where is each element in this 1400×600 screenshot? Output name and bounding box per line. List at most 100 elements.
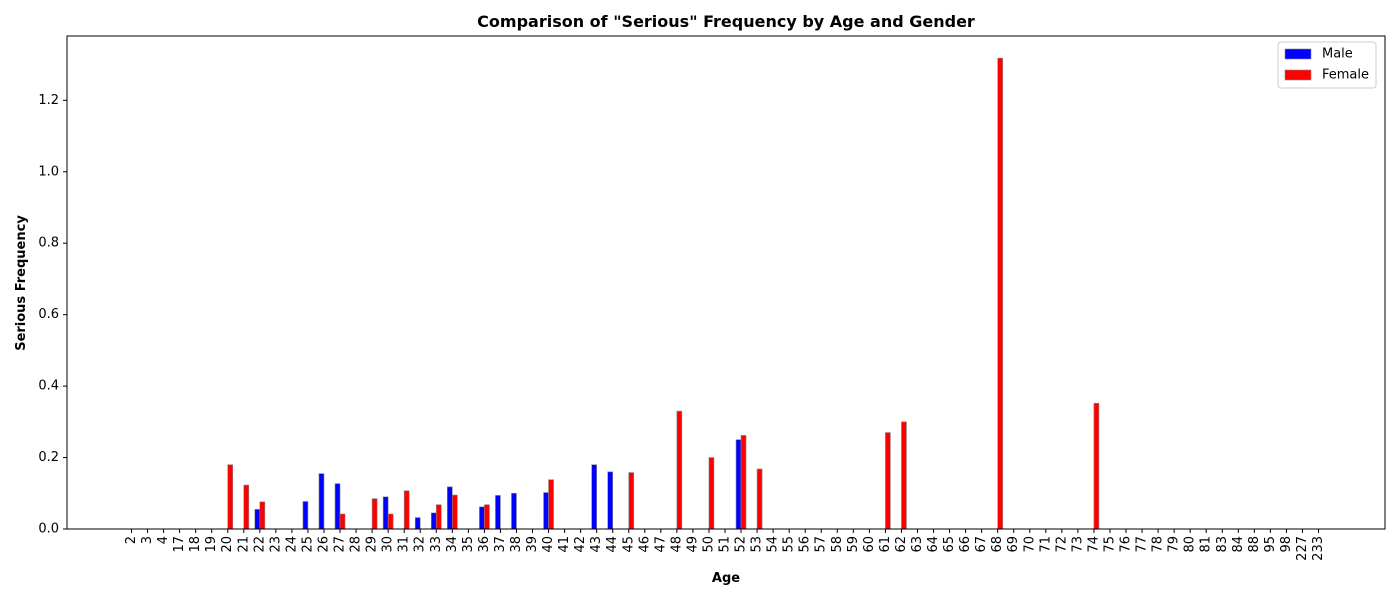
bar-male: [591, 464, 597, 530]
x-tick-label: 47: [653, 536, 668, 553]
bar-female: [997, 57, 1003, 530]
x-tick-label: 227: [1295, 536, 1310, 561]
x-tick-label: 81: [1199, 536, 1214, 553]
bar-female: [387, 513, 394, 530]
x-tick-label: 68: [990, 536, 1005, 553]
bar-female: [756, 468, 763, 530]
x-tick-label: 38: [509, 536, 524, 553]
x-tick-label: 25: [300, 536, 315, 553]
bar-female: [708, 457, 715, 530]
y-tick-label: 1.0: [38, 164, 59, 179]
x-tick-label: 44: [605, 536, 620, 553]
x-tick-label: 74: [1086, 536, 1101, 553]
x-tick-label: 17: [172, 536, 187, 553]
bar-female: [901, 421, 907, 530]
legend-label-female: Female: [1322, 68, 1369, 83]
x-tick-label: 75: [1102, 536, 1117, 553]
x-tick-label: 23: [268, 536, 283, 553]
chart-title: Comparison of "Serious" Frequency by Age…: [477, 12, 975, 31]
bar-male: [511, 492, 517, 530]
x-tick-label: 61: [878, 536, 893, 553]
x-tick-label: 59: [846, 536, 861, 553]
bar-male: [430, 512, 437, 530]
x-tick-label: 41: [557, 536, 572, 553]
bar-male: [495, 495, 501, 530]
y-tick-label: 0.2: [38, 450, 59, 465]
x-tick-label: 34: [445, 536, 460, 553]
bar-male: [543, 492, 549, 530]
bar-female: [403, 490, 410, 530]
x-tick-label: 43: [589, 536, 604, 553]
bar-male: [735, 439, 742, 530]
bar-male: [414, 517, 421, 530]
y-axis: 0.0 0.2 0.4 0.6 0.8 1.0 1.2: [38, 93, 67, 537]
x-tick-label: 63: [910, 536, 925, 553]
x-tick-label: 54: [766, 536, 781, 553]
x-tick-label: 22: [252, 536, 267, 553]
x-tick-label: 37: [493, 536, 508, 553]
bar-female: [435, 504, 442, 530]
x-tick-label: 39: [525, 536, 540, 553]
bar-male: [447, 486, 453, 530]
x-tick-label: 55: [782, 536, 797, 553]
x-tick-label: 52: [734, 536, 749, 553]
x-axis: 2 3 4 17 18 19 20 21 22 23 24 25 26 27 28 29 30 31 32 33 34 3…: [124, 529, 1326, 561]
x-tick-label: 69: [1006, 536, 1021, 553]
x-tick-label: 66: [958, 536, 973, 553]
x-tick-label: 88: [1247, 536, 1262, 553]
bar-male: [302, 501, 309, 530]
bar-female: [452, 494, 458, 530]
x-tick-label: 35: [461, 536, 476, 553]
x-tick-label: 72: [1054, 536, 1069, 553]
y-tick-label: 0.8: [38, 236, 59, 251]
x-tick-label: 4: [156, 536, 171, 544]
bar-male: [382, 496, 389, 530]
bar-female: [676, 410, 683, 530]
x-tick-label: 19: [204, 536, 219, 553]
x-tick-label: 78: [1151, 536, 1166, 553]
bar-female: [227, 464, 234, 530]
x-tick-label: 31: [397, 536, 412, 553]
legend-swatch-female: [1284, 69, 1312, 81]
x-tick-label: 76: [1119, 536, 1134, 553]
x-tick-label: 45: [621, 536, 636, 553]
bar-female: [371, 498, 378, 530]
x-tick-label: 48: [669, 536, 684, 553]
y-tick-label: 0.6: [38, 307, 59, 322]
bar-female: [339, 513, 346, 530]
bar-male: [479, 506, 485, 530]
x-tick-label: 84: [1231, 536, 1246, 553]
bar-male: [607, 471, 614, 530]
x-tick-label: 51: [718, 536, 733, 553]
bar-female: [484, 504, 490, 530]
x-tick-label: 18: [188, 536, 203, 553]
bar-female: [243, 484, 250, 530]
x-tick-label: 83: [1215, 536, 1230, 553]
bars-group: [227, 57, 1100, 530]
bar-male: [334, 483, 341, 530]
x-tick-label: 21: [236, 536, 251, 553]
x-tick-label: 65: [942, 536, 957, 553]
y-tick-label: 1.2: [38, 93, 59, 108]
x-tick-label: 56: [798, 536, 813, 553]
x-tick-label: 30: [381, 536, 396, 553]
x-tick-label: 28: [349, 536, 364, 553]
x-tick-label: 50: [701, 536, 716, 553]
x-tick-label: 62: [894, 536, 909, 553]
x-tick-label: 95: [1263, 536, 1278, 553]
x-tick-label: 29: [365, 536, 380, 553]
x-tick-label: 73: [1070, 536, 1085, 553]
x-tick-label: 2: [124, 536, 139, 544]
y-axis-label: Serious Frequency: [14, 215, 29, 351]
x-tick-label: 57: [814, 536, 829, 553]
x-tick-label: 42: [573, 536, 588, 553]
x-tick-label: 60: [862, 536, 877, 553]
x-tick-label: 67: [974, 536, 989, 553]
x-tick-label: 79: [1167, 536, 1182, 553]
x-tick-label: 46: [637, 536, 652, 553]
x-tick-label: 36: [477, 536, 492, 553]
legend-label-male: Male: [1322, 47, 1353, 62]
x-tick-label: 98: [1279, 536, 1294, 553]
